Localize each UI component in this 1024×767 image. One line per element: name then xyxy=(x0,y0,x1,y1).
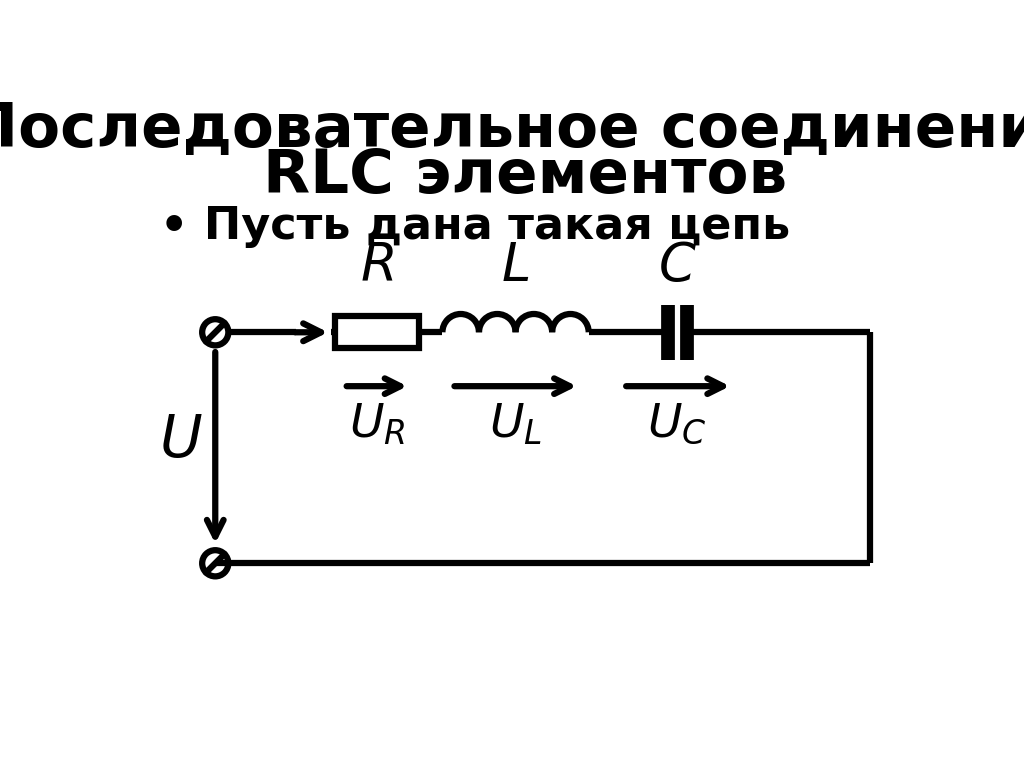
Text: $U_L$: $U_L$ xyxy=(489,402,542,447)
Text: • Пусть дана такая цепь: • Пусть дана такая цепь xyxy=(160,206,791,249)
Text: RLC элементов: RLC элементов xyxy=(263,147,786,206)
Text: $U$: $U$ xyxy=(159,412,203,469)
Text: Последовательное соединение: Последовательное соединение xyxy=(0,101,1024,160)
Text: $L$: $L$ xyxy=(502,240,529,292)
Text: $U_C$: $U_C$ xyxy=(647,402,707,446)
Text: $U_R$: $U_R$ xyxy=(349,402,406,447)
Bar xyxy=(335,316,419,348)
Text: $C$: $C$ xyxy=(658,240,696,292)
Text: $R$: $R$ xyxy=(360,240,394,292)
